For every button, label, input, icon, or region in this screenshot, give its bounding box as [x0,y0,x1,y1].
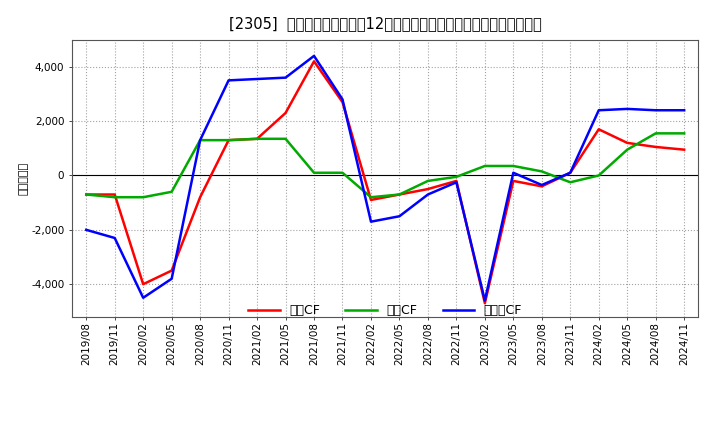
営業CF [680,147,688,152]
営業CF [423,187,432,192]
投資CF [253,136,261,141]
営業CF [338,99,347,105]
営業CF [225,138,233,143]
フリーCF [652,108,660,113]
営業CF [537,184,546,189]
投資CF [225,138,233,143]
営業CF [110,192,119,197]
Legend: 営業CF, 投資CF, フリーCF: 営業CF, 投資CF, フリーCF [243,299,527,323]
営業CF [366,197,375,202]
営業CF [196,194,204,200]
投資CF [537,169,546,174]
投資CF [282,136,290,141]
営業CF [310,59,318,64]
フリーCF [680,108,688,113]
フリーCF [537,182,546,187]
投資CF [196,138,204,143]
フリーCF [480,298,489,303]
Line: 営業CF: 営業CF [86,61,684,303]
Title: [2305]  キャッシュフローの12か月移動合計の対前年同期増減額の推移: [2305] キャッシュフローの12か月移動合計の対前年同期増減額の推移 [229,16,541,32]
営業CF [395,192,404,197]
投資CF [680,131,688,136]
営業CF [167,268,176,273]
フリーCF [423,192,432,197]
Line: 投資CF: 投資CF [86,133,684,197]
フリーCF [595,108,603,113]
営業CF [139,282,148,287]
投資CF [395,192,404,197]
Y-axis label: （百万円）: （百万円） [18,161,28,195]
投資CF [566,180,575,185]
営業CF [566,170,575,176]
営業CF [452,178,461,183]
フリーCF [310,53,318,59]
フリーCF [452,180,461,185]
営業CF [623,140,631,146]
投資CF [480,163,489,169]
フリーCF [225,78,233,83]
投資CF [652,131,660,136]
Line: フリーCF: フリーCF [86,56,684,301]
投資CF [82,192,91,197]
投資CF [452,174,461,180]
投資CF [167,189,176,194]
フリーCF [338,97,347,102]
投資CF [509,163,518,169]
フリーCF [110,235,119,241]
営業CF [652,144,660,150]
フリーCF [509,170,518,176]
営業CF [282,110,290,116]
フリーCF [282,75,290,80]
投資CF [366,194,375,200]
フリーCF [139,295,148,301]
営業CF [595,127,603,132]
フリーCF [167,276,176,282]
営業CF [480,301,489,306]
フリーCF [395,213,404,219]
フリーCF [366,219,375,224]
フリーCF [623,106,631,111]
投資CF [139,194,148,200]
フリーCF [196,138,204,143]
フリーCF [566,170,575,176]
フリーCF [82,227,91,232]
投資CF [310,170,318,176]
投資CF [595,173,603,178]
営業CF [509,178,518,183]
投資CF [110,194,119,200]
投資CF [338,170,347,176]
営業CF [253,136,261,141]
フリーCF [253,77,261,82]
投資CF [423,178,432,183]
営業CF [82,192,91,197]
投資CF [623,147,631,152]
